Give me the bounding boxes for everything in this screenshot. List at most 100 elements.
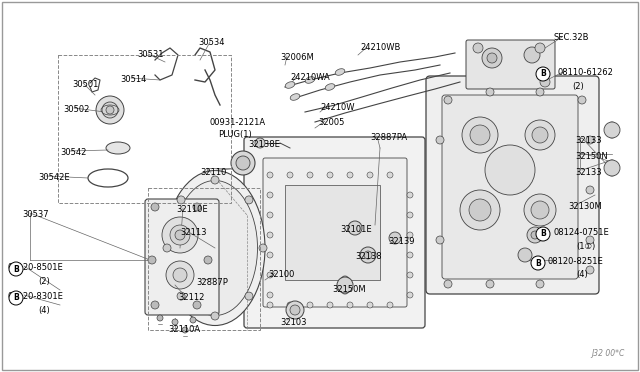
Text: 32110A: 32110A [168, 325, 200, 334]
Circle shape [536, 280, 544, 288]
Circle shape [407, 232, 413, 238]
Text: 32110E: 32110E [176, 205, 207, 214]
FancyBboxPatch shape [244, 137, 425, 328]
Circle shape [535, 43, 545, 53]
Text: (1①): (1①) [576, 242, 595, 251]
Circle shape [267, 192, 273, 198]
Circle shape [96, 96, 124, 124]
Circle shape [267, 212, 273, 218]
Circle shape [469, 199, 491, 221]
Circle shape [148, 256, 156, 264]
Circle shape [407, 192, 413, 198]
Text: B: B [540, 70, 546, 78]
Ellipse shape [607, 122, 617, 138]
Circle shape [211, 176, 219, 184]
Text: 32138: 32138 [355, 252, 381, 261]
Circle shape [211, 312, 219, 320]
Ellipse shape [173, 180, 257, 315]
Ellipse shape [305, 77, 315, 83]
Circle shape [170, 225, 190, 245]
Circle shape [586, 186, 594, 194]
Text: 30502: 30502 [63, 105, 90, 114]
Circle shape [290, 305, 300, 315]
Circle shape [387, 302, 393, 308]
Circle shape [245, 292, 253, 300]
Circle shape [486, 280, 494, 288]
Text: (2): (2) [572, 82, 584, 91]
Circle shape [604, 160, 620, 176]
Text: 08110-61262: 08110-61262 [558, 68, 614, 77]
Circle shape [175, 230, 185, 240]
Text: B: B [13, 294, 19, 302]
Text: 32113: 32113 [180, 228, 207, 237]
Text: (2): (2) [38, 277, 50, 286]
Circle shape [473, 43, 483, 53]
Circle shape [604, 122, 620, 138]
Text: 32101E: 32101E [340, 225, 372, 234]
Circle shape [267, 252, 273, 258]
Circle shape [460, 190, 500, 230]
Circle shape [162, 217, 198, 253]
Text: 30514: 30514 [120, 75, 147, 84]
Circle shape [157, 315, 163, 321]
Bar [285, 185, 380, 280]
Circle shape [524, 194, 556, 226]
Circle shape [347, 172, 353, 178]
Circle shape [531, 201, 549, 219]
Circle shape [364, 251, 372, 259]
Circle shape [259, 244, 267, 252]
Text: 32130M: 32130M [568, 202, 602, 211]
Circle shape [307, 172, 313, 178]
Circle shape [462, 117, 498, 153]
Circle shape [177, 196, 185, 204]
Circle shape [536, 227, 550, 241]
Circle shape [444, 280, 452, 288]
Text: 32138E: 32138E [248, 140, 280, 149]
Text: 24210W: 24210W [320, 103, 355, 112]
Circle shape [407, 212, 413, 218]
Circle shape [531, 256, 545, 270]
Circle shape [151, 203, 159, 211]
Circle shape [586, 266, 594, 274]
Circle shape [327, 172, 333, 178]
Circle shape [236, 156, 250, 170]
Text: B: B [540, 230, 546, 238]
Text: 32133: 32133 [575, 168, 602, 177]
Circle shape [532, 127, 548, 143]
Text: 08124-0751E: 08124-0751E [554, 228, 610, 237]
Circle shape [486, 88, 494, 96]
Circle shape [444, 96, 452, 104]
FancyBboxPatch shape [442, 95, 578, 279]
Text: (4): (4) [38, 306, 50, 315]
Text: 30537: 30537 [22, 210, 49, 219]
Bar [58, 55, 231, 203]
Bar [148, 188, 260, 330]
FancyBboxPatch shape [466, 40, 555, 89]
Circle shape [177, 292, 185, 300]
Text: 24210WA: 24210WA [290, 73, 330, 82]
Text: 32150N: 32150N [575, 152, 608, 161]
Circle shape [487, 53, 497, 63]
Circle shape [482, 48, 502, 68]
Circle shape [166, 261, 194, 289]
Circle shape [389, 232, 401, 244]
Text: 32887P: 32887P [196, 278, 228, 287]
Circle shape [367, 172, 373, 178]
Ellipse shape [339, 276, 351, 294]
Text: 08120-8251E: 08120-8251E [548, 257, 604, 266]
FancyBboxPatch shape [263, 158, 407, 307]
Circle shape [151, 301, 159, 309]
Text: 30534: 30534 [198, 38, 225, 47]
Circle shape [531, 231, 539, 239]
Circle shape [255, 138, 265, 148]
Circle shape [267, 302, 273, 308]
Circle shape [470, 125, 490, 145]
Circle shape [347, 302, 353, 308]
Ellipse shape [335, 69, 345, 75]
Circle shape [337, 277, 353, 293]
Circle shape [436, 136, 444, 144]
Text: PLUG(1): PLUG(1) [218, 130, 252, 139]
Text: 32139: 32139 [388, 237, 415, 246]
Ellipse shape [285, 82, 295, 88]
Text: 32887PA: 32887PA [370, 133, 407, 142]
